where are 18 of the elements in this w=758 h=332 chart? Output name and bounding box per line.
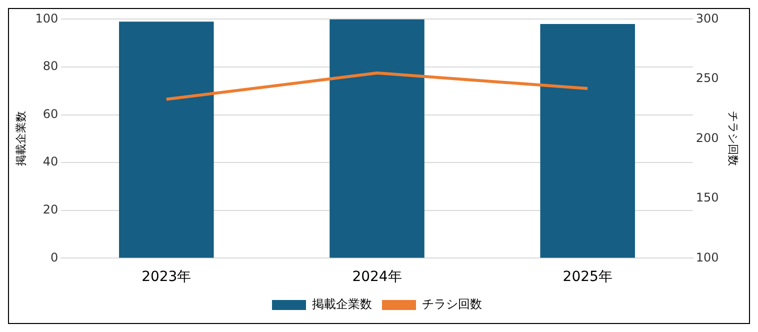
y2-tick-label: 300: [696, 11, 719, 26]
y2-tick-label: 150: [696, 190, 719, 205]
y2-axis-title: チラシ回数: [726, 111, 740, 166]
y2-tick-label: 100: [696, 250, 719, 264]
y-tick-label: 60: [42, 106, 58, 121]
legend-label: チラシ回数: [422, 297, 482, 312]
y2-tick-label: 250: [696, 71, 719, 86]
y-tick-label: 80: [42, 59, 58, 74]
x-tick-label: 2023年: [142, 269, 192, 286]
y-tick-label: 40: [42, 154, 58, 169]
y-tick-label: 100: [35, 11, 58, 26]
x-tick-label: 2024年: [352, 269, 402, 286]
y2-tick-label: 200: [696, 130, 719, 145]
y-axis-title: 掲載企業数: [14, 111, 28, 166]
legend-label: 掲載企業数: [312, 297, 372, 312]
y-tick-label: 20: [42, 202, 58, 217]
y-tick-label: 0: [50, 250, 58, 264]
x-tick-label: 2025年: [562, 269, 612, 286]
